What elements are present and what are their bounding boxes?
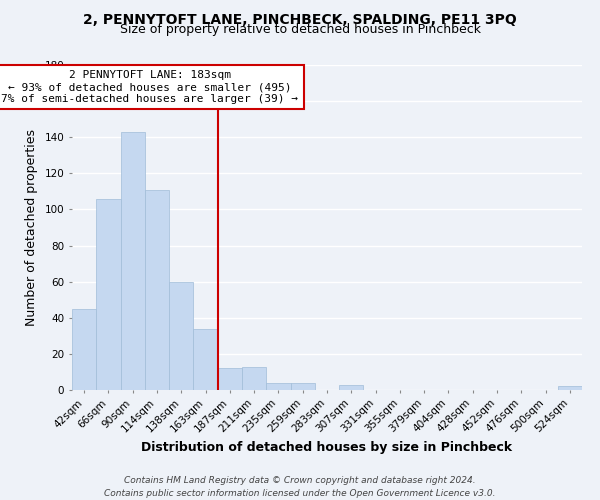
Bar [339, 384, 364, 390]
Bar [145, 190, 169, 390]
Bar [242, 366, 266, 390]
Text: Size of property relative to detached houses in Pinchbeck: Size of property relative to detached ho… [119, 22, 481, 36]
Bar [121, 132, 145, 390]
Bar [96, 198, 121, 390]
Text: Contains HM Land Registry data © Crown copyright and database right 2024.
Contai: Contains HM Land Registry data © Crown c… [104, 476, 496, 498]
Bar [72, 308, 96, 390]
Bar [290, 383, 315, 390]
Bar [218, 368, 242, 390]
Bar [266, 383, 290, 390]
Text: 2, PENNYTOFT LANE, PINCHBECK, SPALDING, PE11 3PQ: 2, PENNYTOFT LANE, PINCHBECK, SPALDING, … [83, 12, 517, 26]
Text: 2 PENNYTOFT LANE: 183sqm
← 93% of detached houses are smaller (495)
7% of semi-d: 2 PENNYTOFT LANE: 183sqm ← 93% of detach… [1, 70, 298, 104]
X-axis label: Distribution of detached houses by size in Pinchbeck: Distribution of detached houses by size … [142, 442, 512, 454]
Y-axis label: Number of detached properties: Number of detached properties [25, 129, 38, 326]
Bar [169, 282, 193, 390]
Bar [558, 386, 582, 390]
Bar [193, 328, 218, 390]
